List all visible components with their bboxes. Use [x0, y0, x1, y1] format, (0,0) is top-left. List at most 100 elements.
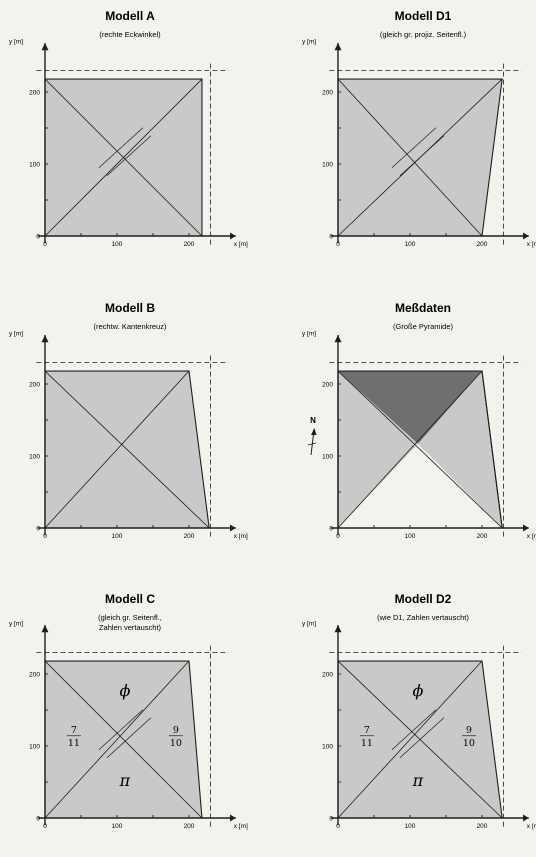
y-tick-label: 100 [322, 454, 333, 461]
panel-title: Modell A [105, 9, 155, 23]
y-tick-label: 100 [322, 744, 333, 751]
x-tick-label: 0 [336, 241, 340, 248]
x-axis-label: x [m] [234, 823, 248, 830]
x-tick-label: 100 [112, 533, 123, 540]
y-tick-label: 100 [322, 162, 333, 169]
y-axis-arrow-icon [41, 625, 49, 633]
y-tick-label: 0 [329, 234, 333, 241]
panel-subtitle: (gleich gr. Seitenfl., [98, 613, 162, 622]
panel-title: Modell D2 [395, 592, 452, 606]
x-tick-label: 100 [405, 533, 416, 540]
x-tick-label: 100 [112, 241, 123, 248]
panel-subtitle: (Große Pyramide) [393, 322, 454, 331]
edge-diagonal [337, 78, 483, 237]
x-tick-label: 100 [405, 823, 416, 830]
south-face [338, 443, 503, 528]
panel-messdaten: Meßdaten (Große Pyramide) 0 100 200 0 100 200 x … [302, 301, 536, 540]
y-tick-label: 200 [322, 382, 333, 389]
panel-title: Modell D1 [395, 9, 452, 23]
edge-diagonal [44, 78, 203, 237]
y-axis-arrow-icon [334, 625, 342, 633]
panel-modell-d2: Modell D2(wie D1, Zahlen vertauscht)0 100… [302, 592, 536, 830]
symbol-phi: ϕ [119, 681, 130, 700]
symbol-phi: ϕ [412, 681, 423, 700]
x-axis-arrow-icon [230, 232, 236, 240]
y-axis-label: y [m] [9, 331, 23, 338]
fraction-right-denominator: 10 [463, 738, 475, 749]
y-tick-label: 200 [29, 90, 40, 97]
y-tick-label: 0 [329, 526, 333, 533]
edge-diagonal [44, 370, 190, 529]
edge-diagonal [337, 660, 483, 819]
edge-diagonal [44, 660, 203, 819]
panel-subtitle: (rechtw. Kantenkreuz) [94, 322, 167, 331]
y-axis-arrow-icon [41, 335, 49, 343]
x-axis-arrow-icon [230, 814, 236, 822]
x-tick-label: 0 [336, 533, 340, 540]
y-tick-label: 200 [322, 90, 333, 97]
symbol-pi: π [119, 771, 131, 790]
y-tick-label: 200 [322, 672, 333, 679]
x-axis-arrow-icon [523, 524, 529, 532]
y-tick-label: 200 [29, 672, 40, 679]
x-axis-label: x [m] [234, 241, 248, 248]
x-axis-label: x [m] [234, 533, 248, 540]
y-axis-label: y [m] [302, 39, 316, 46]
x-tick-label: 0 [43, 241, 47, 248]
fraction-left-numerator: 7 [364, 725, 370, 736]
x-tick-label: 100 [112, 823, 123, 830]
edge-diagonal [44, 660, 190, 819]
x-tick-label: 200 [184, 823, 195, 830]
x-tick-label: 100 [405, 241, 416, 248]
y-tick-label: 0 [36, 234, 40, 241]
north-arrow-cross [307, 442, 317, 446]
x-tick-label: 200 [184, 533, 195, 540]
y-axis-label: y [m] [9, 621, 23, 628]
x-axis-arrow-icon [523, 814, 529, 822]
x-tick-label: 0 [43, 533, 47, 540]
ridge-marker [106, 717, 152, 759]
north-label: N [310, 416, 316, 425]
y-axis-arrow-icon [334, 335, 342, 343]
y-tick-label: 100 [29, 744, 40, 751]
x-axis-label: x [m] [527, 823, 536, 830]
y-tick-label: 100 [29, 454, 40, 461]
panel-title: Meßdaten [395, 301, 451, 315]
x-tick-label: 0 [43, 823, 47, 830]
ridge-marker [391, 709, 437, 751]
panel-subtitle: (wie D1, Zahlen vertauscht) [377, 613, 469, 622]
fraction-right-numerator: 9 [173, 725, 179, 736]
y-tick-label: 100 [29, 162, 40, 169]
panel-modell-a: Modell A (rechte Eckwinkel) 0 100 200 0 100 200… [9, 9, 248, 248]
y-tick-label: 0 [36, 526, 40, 533]
fraction-left-numerator: 7 [71, 725, 77, 736]
y-axis-label: y [m] [302, 621, 316, 628]
panel-modell-b: Modell B (rechtw. Kantenkreuz) 0 100 200 0 100… [9, 301, 248, 540]
x-tick-label: 200 [477, 823, 488, 830]
edge-diagonal [337, 370, 503, 529]
panel-subtitle: (rechte Eckwinkel) [99, 30, 161, 39]
panel-modell-d1: Modell D1 (gleich gr. projiz. Seitenfl.) 0… [302, 9, 536, 248]
fraction-right-denominator: 10 [170, 738, 182, 749]
x-tick-label: 200 [184, 241, 195, 248]
x-axis-arrow-icon [230, 524, 236, 532]
ridge-marker [98, 127, 144, 169]
x-tick-label: 0 [336, 823, 340, 830]
ridge-marker [391, 127, 437, 169]
north-arrowhead-icon [311, 428, 317, 435]
panel-title: Modell C [105, 592, 155, 606]
fraction-left-denominator: 11 [68, 738, 80, 749]
edge-diagonal [337, 370, 483, 529]
ridge-marker [106, 135, 152, 177]
panel-title: Modell B [105, 301, 155, 315]
panel-modell-c: Modell C (gleich gr. Seitenfl.,Zahlen ver… [9, 592, 248, 830]
y-axis-arrow-icon [41, 43, 49, 51]
y-axis-arrow-icon [334, 43, 342, 51]
y-tick-label: 200 [29, 382, 40, 389]
x-axis-label: x [m] [527, 533, 536, 540]
y-tick-label: 0 [329, 816, 333, 823]
x-axis-arrow-icon [523, 232, 529, 240]
fraction-left-denominator: 11 [361, 738, 373, 749]
panel-subtitle: (gleich gr. projiz. Seitenfl.) [380, 30, 467, 39]
